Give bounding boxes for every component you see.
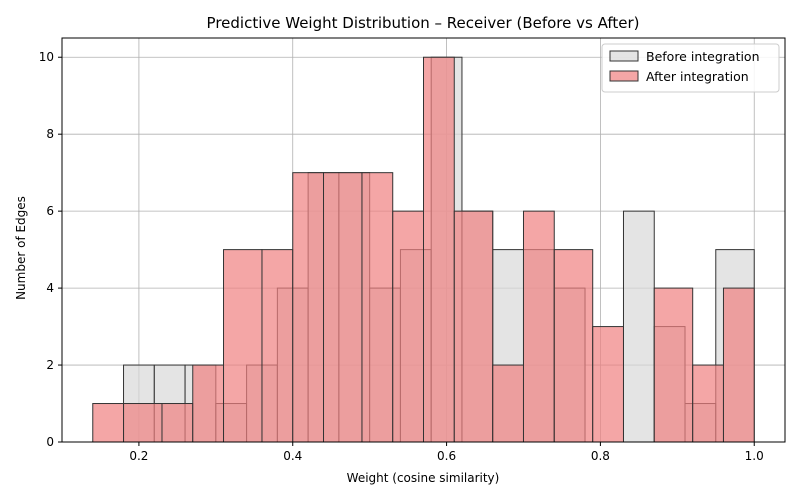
y-tick-label: 10 [39,50,54,64]
x-tick-label: 0.4 [283,449,302,463]
histogram-bar [223,249,263,443]
x-tick-label: 1.0 [745,449,764,463]
histogram-bar [261,249,294,443]
axis-ticks: 0.2 0.4 0.6 0.8 1.0 0 2 4 6 8 10 [39,50,764,463]
histogram-bar [592,326,624,443]
y-tick-label: 6 [46,204,54,218]
histogram-bar [123,403,163,443]
histogram-bar [323,172,363,443]
legend-box [601,43,780,93]
histogram-bar [423,56,455,443]
histogram-bar [453,210,494,443]
histogram-bar [292,172,325,443]
histogram-bar [692,364,724,443]
plot-frame [61,37,786,443]
x-tick-label: 0.8 [591,449,610,463]
histogram-bar [192,364,225,443]
histogram-bar [161,403,194,443]
histogram-bar [92,403,125,443]
histogram-bar [492,364,524,443]
histogram-bar [722,287,755,443]
x-axis-title: Weight (cosine similarity) [347,471,500,485]
legend-swatch [609,70,639,82]
histogram-bar [522,210,555,443]
legend-label: After integration [646,69,749,84]
legend-swatch [609,50,639,62]
x-tick-label: 0.6 [437,449,456,463]
y-axis-title: Number of Edges [14,196,28,300]
x-tick-label: 0.2 [129,449,148,463]
y-tick-label: 4 [46,281,54,295]
histogram-bar [653,287,694,443]
y-tick-label: 2 [46,358,54,372]
chart-title: Predictive Weight Distribution – Receive… [207,14,640,32]
legend-label: Before integration [646,49,760,64]
histogram-bar [622,210,655,443]
histogram-bar [361,172,394,443]
legend: Before integration After integration [601,43,780,93]
histogram-bars [92,56,755,443]
histogram-bar [392,210,424,443]
y-tick-label: 0 [46,435,54,449]
histogram-bar [553,249,594,443]
y-tick-label: 8 [46,127,54,141]
